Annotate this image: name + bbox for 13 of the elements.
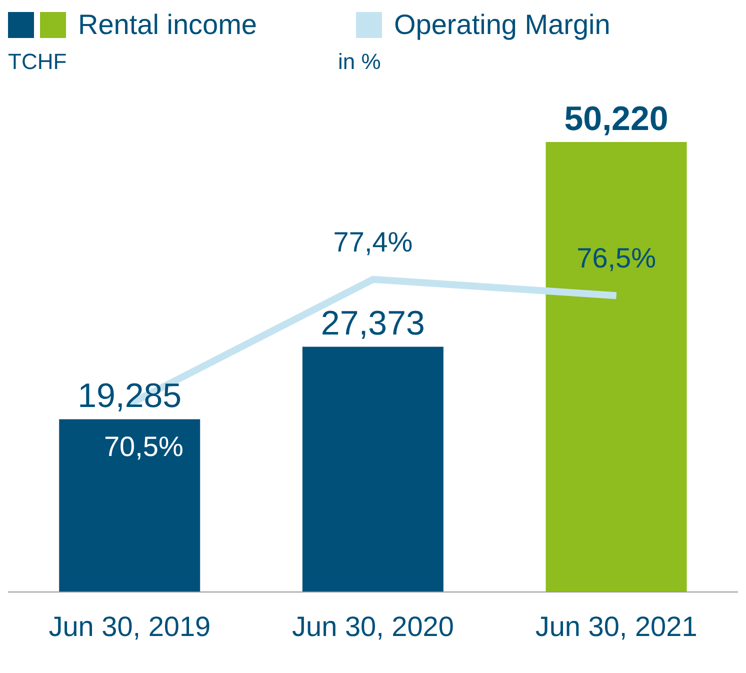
legend-label: Operating Margin — [394, 9, 610, 41]
data-label: 76,5% — [576, 242, 656, 274]
x-tick-label: Jun 30, 2021 — [535, 610, 698, 642]
data-label: 77,4% — [333, 226, 413, 258]
data-label: 19,285 — [78, 377, 182, 416]
legend-label: Rental income — [78, 9, 257, 41]
x-tick-label: Jun 30, 2020 — [292, 610, 454, 642]
data-label: 70,5% — [104, 431, 184, 462]
x-tick-label: Jun 30, 2019 — [48, 610, 211, 642]
data-label: 27,373 — [320, 304, 425, 343]
y-axis-title: TCHF — [8, 49, 68, 75]
y2-axis-title: in % — [338, 49, 381, 75]
data-label: 50,220 — [564, 100, 668, 138]
